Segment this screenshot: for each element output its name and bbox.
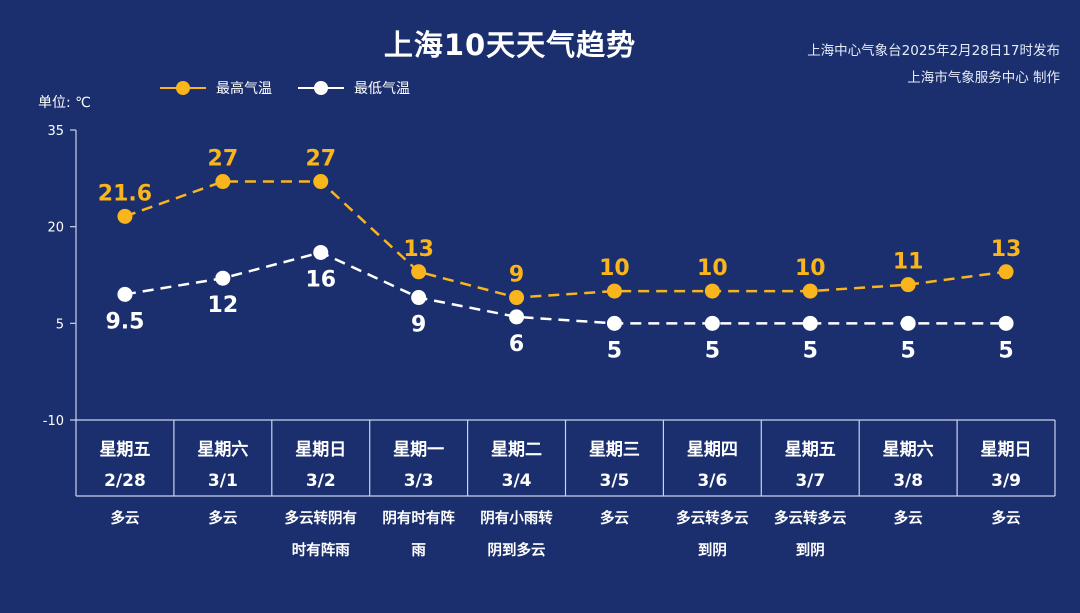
weather-desc: 阴有小雨转 <box>480 509 553 527</box>
data-label-high: 27 <box>305 147 336 172</box>
y-tick-label: 35 <box>47 124 64 139</box>
data-label-high: 13 <box>991 237 1022 262</box>
point-high <box>215 174 231 190</box>
y-tick-label: -10 <box>43 414 64 429</box>
date-label: 3/4 <box>502 471 532 491</box>
data-label-high: 10 <box>599 256 630 281</box>
weekday-label: 星期一 <box>393 440 444 460</box>
weather-desc: 阴有时有阵 <box>382 509 455 527</box>
data-label-high: 10 <box>795 256 826 281</box>
point-high <box>900 277 916 293</box>
legend-low-marker <box>298 81 344 95</box>
data-label-low: 12 <box>208 293 239 318</box>
weather-desc: 多云 <box>208 509 237 527</box>
weather-desc: 阴到多云 <box>488 541 546 559</box>
data-label-low: 5 <box>607 338 622 363</box>
point-low <box>215 270 231 286</box>
weekday-label: 星期三 <box>589 440 640 460</box>
weather-desc: 多云 <box>894 509 923 527</box>
point-low <box>509 309 525 325</box>
y-tick-label: 5 <box>56 317 64 332</box>
legend-item-low: 最低气温 <box>298 78 410 98</box>
point-low <box>998 315 1014 331</box>
data-label-high: 13 <box>403 237 434 262</box>
weekday-label: 星期四 <box>687 440 738 460</box>
data-label-high: 9 <box>509 263 524 288</box>
data-label-high: 11 <box>893 250 924 275</box>
point-high <box>411 264 427 280</box>
date-label: 2/28 <box>104 471 146 491</box>
date-label: 3/7 <box>795 471 825 491</box>
y-tick-label: 20 <box>47 221 64 236</box>
date-label: 3/3 <box>404 471 434 491</box>
series-line-low <box>124 251 1007 325</box>
date-label: 3/2 <box>306 471 336 491</box>
date-label: 3/8 <box>893 471 923 491</box>
point-high <box>313 174 329 190</box>
point-low <box>117 286 133 302</box>
point-high <box>509 290 525 306</box>
weekday-label: 星期六 <box>197 439 248 460</box>
date-label: 3/1 <box>208 471 238 491</box>
legend-item-high: 最高气温 <box>160 78 272 98</box>
weekday-label: 星期日 <box>295 440 346 460</box>
weather-desc: 到阴 <box>796 542 825 559</box>
publisher-line-1: 上海中心气象台2025年2月28日17时发布 <box>807 43 1060 59</box>
weather-desc: 多云转阴有 <box>285 509 358 527</box>
weekday-label: 星期五 <box>785 440 836 460</box>
point-low <box>802 315 818 331</box>
data-label-high: 27 <box>208 147 239 172</box>
weather-desc: 到阴 <box>698 542 727 559</box>
y-axis-unit: 单位: ℃ <box>38 95 91 111</box>
data-label-low: 9.5 <box>105 309 144 334</box>
point-high <box>802 283 818 299</box>
series-line-high <box>124 180 1007 299</box>
data-label-low: 5 <box>705 338 720 363</box>
point-low <box>606 315 622 331</box>
date-label: 3/6 <box>697 471 727 491</box>
weather-desc: 多云 <box>992 509 1021 527</box>
legend-low-label: 最低气温 <box>354 81 410 97</box>
publisher-line-2: 上海市气象服务中心 制作 <box>907 70 1060 86</box>
data-label-low: 9 <box>411 313 426 338</box>
weather-desc: 多云 <box>600 509 629 527</box>
point-low <box>900 315 916 331</box>
point-high <box>704 283 720 299</box>
weather-desc: 多云转多云 <box>774 509 847 527</box>
data-label-high: 21.6 <box>98 181 152 206</box>
data-label-high: 10 <box>697 256 728 281</box>
legend: 最高气温 最低气温 <box>160 77 410 99</box>
date-label: 3/5 <box>600 471 630 491</box>
weather-desc: 多云 <box>110 509 139 527</box>
point-low <box>411 290 427 306</box>
point-high <box>117 208 133 224</box>
weekday-label: 星期六 <box>883 439 934 460</box>
weekday-label: 星期五 <box>99 440 150 460</box>
weather-desc: 雨 <box>411 542 426 559</box>
data-label-low: 5 <box>998 338 1013 363</box>
weather-desc: 多云转多云 <box>676 509 749 527</box>
legend-high-marker <box>160 81 206 95</box>
publisher-info: 上海中心气象台2025年2月28日17时发布 上海市气象服务中心 制作 <box>807 38 1060 92</box>
data-label-low: 5 <box>900 338 915 363</box>
data-label-low: 6 <box>509 332 524 357</box>
chart-title: 上海10天天气趋势 <box>383 28 637 62</box>
data-label-low: 5 <box>803 338 818 363</box>
date-label: 3/9 <box>991 471 1021 491</box>
legend-high-label: 最高气温 <box>216 81 272 97</box>
weekday-label: 星期二 <box>491 440 542 460</box>
weather-desc: 时有阵雨 <box>292 541 350 559</box>
point-high <box>998 264 1014 280</box>
data-label-low: 16 <box>305 267 336 292</box>
point-low <box>704 315 720 331</box>
weekday-label: 星期日 <box>981 440 1032 460</box>
point-low <box>313 244 329 260</box>
point-high <box>606 283 622 299</box>
